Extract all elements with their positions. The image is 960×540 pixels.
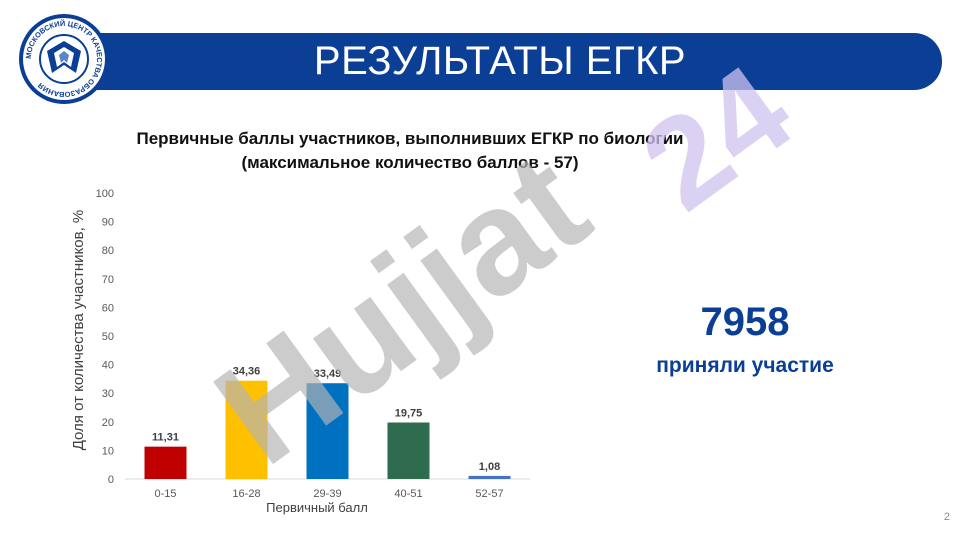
chart-title-block: Первичные баллы участников, выполнивших … [120, 127, 700, 175]
x-tick-label: 0-15 [154, 488, 176, 500]
bar [468, 475, 511, 479]
chart-title: Первичные баллы участников, выполнивших … [136, 129, 684, 148]
y-tick-label: 60 [102, 302, 114, 314]
x-tick-label: 16-28 [232, 488, 260, 500]
y-axis-ticks: 0 10 20 30 40 50 60 70 80 90 100 [96, 188, 114, 486]
chart-subtitle: (максимальное количество баллов - 57) [241, 153, 579, 172]
page-number: 2 [943, 511, 950, 523]
x-axis-ticks: 0-15 16-28 29-39 40-51 52-57 [154, 488, 503, 500]
y-tick-label: 20 [102, 417, 114, 429]
bar-value-label: 1,08 [479, 461, 500, 473]
y-tick-label: 80 [102, 245, 114, 257]
x-axis-label: Первичный балл [266, 500, 368, 515]
y-tick-label: 70 [102, 274, 114, 286]
x-tick-label: 40-51 [394, 488, 422, 500]
title-banner: РЕЗУЛЬТАТЫ ЕГКР [58, 33, 942, 90]
page-title: РЕЗУЛЬТАТЫ ЕГКР [313, 39, 687, 83]
bar-value-label: 19,75 [395, 408, 423, 420]
bar-value-label: 33,49 [314, 368, 342, 380]
y-tick-label: 0 [108, 474, 114, 486]
logo-emblem: МОСКОВСКИЙ ЦЕНТР КАЧЕСТВА ОБРАЗОВАНИЯ [19, 14, 109, 104]
bar [144, 446, 187, 479]
participants-count: 7958 [700, 300, 790, 344]
x-tick-label: 29-39 [313, 488, 341, 500]
bar-value-label: 11,31 [152, 432, 179, 444]
y-tick-label: 90 [102, 217, 114, 229]
bars [144, 380, 511, 479]
y-tick-label: 40 [102, 360, 114, 372]
y-tick-label: 10 [102, 445, 114, 457]
participants-label: приняли участие [656, 354, 834, 377]
y-axis-label: Доля от количества участников, % [70, 210, 87, 451]
bar [306, 383, 349, 479]
bar [387, 422, 430, 479]
bar-value-label: 34,36 [233, 366, 261, 378]
value-labels: 11,31 34,36 33,49 19,75 1,08 [152, 366, 500, 473]
y-tick-label: 100 [96, 188, 114, 200]
x-tick-label: 52-57 [475, 488, 503, 500]
bar [225, 380, 268, 479]
y-tick-label: 30 [102, 388, 114, 400]
y-tick-label: 50 [102, 331, 114, 343]
